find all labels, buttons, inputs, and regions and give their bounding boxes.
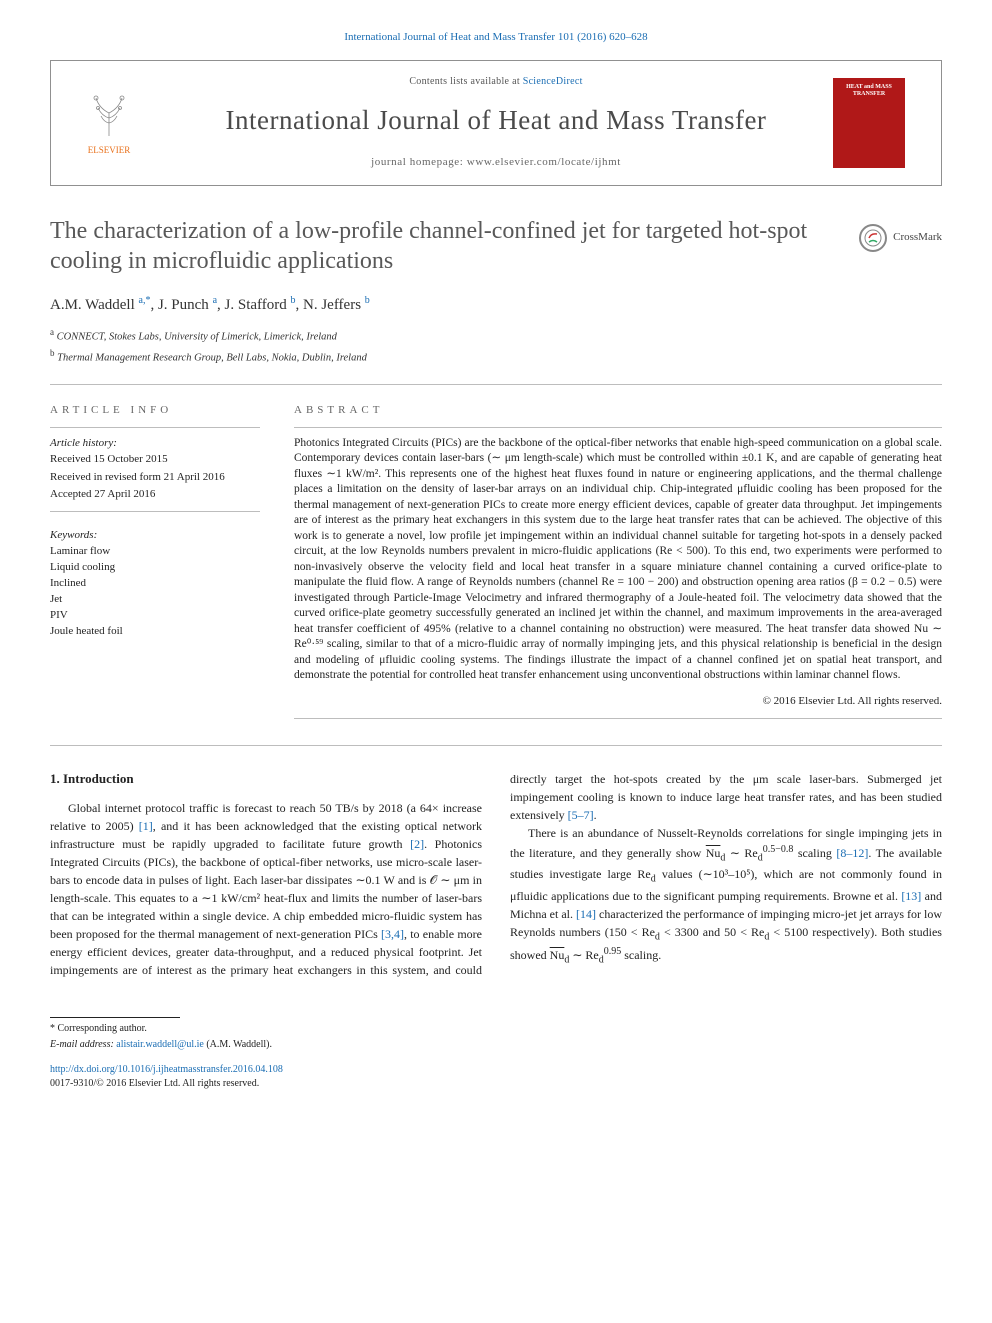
- crossmark-label: CrossMark: [893, 230, 942, 246]
- corresponding-note: * Corresponding author.: [50, 1022, 942, 1037]
- affiliation: a CONNECT, Stokes Labs, University of Li…: [50, 326, 942, 345]
- intro-para-2: There is an abundance of Nusselt-Reynold…: [510, 824, 942, 968]
- journal-cover-thumb: HEAT and MASS TRANSFER: [833, 78, 905, 168]
- divider: [294, 718, 942, 719]
- authors: A.M. Waddell a,*, J. Punch a, J. Staffor…: [50, 294, 942, 317]
- email-label: E-mail address:: [50, 1039, 116, 1050]
- meta-abstract-row: ARTICLE INFO Article history: Received 1…: [50, 403, 942, 727]
- divider: [294, 427, 942, 428]
- keyword: Laminar flow: [50, 544, 260, 560]
- section-heading: 1. Introduction: [50, 770, 482, 789]
- history-item: Received in revised form 21 April 2016: [50, 470, 260, 486]
- publisher-logo: ELSEVIER: [69, 83, 149, 163]
- keyword: Liquid cooling: [50, 560, 260, 576]
- copyright: © 2016 Elsevier Ltd. All rights reserved…: [294, 694, 942, 710]
- affil-sup: b: [50, 348, 55, 358]
- history-item: Received 15 October 2015: [50, 452, 260, 468]
- keyword: PIV: [50, 608, 260, 624]
- issn-line: 0017-9310/© 2016 Elsevier Ltd. All right…: [50, 1078, 259, 1089]
- email-author: (A.M. Waddell).: [204, 1039, 272, 1050]
- crossmark-icon: [859, 224, 887, 252]
- abstract-heading: ABSTRACT: [294, 403, 942, 419]
- affiliations: a CONNECT, Stokes Labs, University of Li…: [50, 326, 942, 365]
- affil-text: CONNECT, Stokes Labs, University of Lime…: [57, 332, 337, 343]
- journal-header-box: ELSEVIER Contents lists available at Sci…: [50, 60, 942, 186]
- affil-text: Thermal Management Research Group, Bell …: [57, 352, 367, 363]
- email-line: E-mail address: alistair.waddell@ul.ie (…: [50, 1038, 942, 1053]
- cover-title: HEAT and MASS TRANSFER: [837, 84, 901, 98]
- keyword: Inclined: [50, 576, 260, 592]
- article-info-heading: ARTICLE INFO: [50, 403, 260, 419]
- history-head: Article history:: [50, 436, 260, 452]
- history-item: Accepted 27 April 2016: [50, 487, 260, 503]
- doi-link[interactable]: http://dx.doi.org/10.1016/j.ijheatmasstr…: [50, 1064, 283, 1075]
- journal-name: International Journal of Heat and Mass T…: [171, 101, 821, 140]
- homepage-url[interactable]: www.elsevier.com/locate/ijhmt: [467, 156, 621, 168]
- divider: [50, 511, 260, 512]
- journal-homepage: journal homepage: www.elsevier.com/locat…: [171, 155, 821, 171]
- keyword: Joule heated foil: [50, 624, 260, 640]
- header-center: Contents lists available at ScienceDirec…: [171, 75, 821, 171]
- article-info: ARTICLE INFO Article history: Received 1…: [50, 403, 260, 727]
- divider: [50, 384, 942, 385]
- abstract: ABSTRACT Photonics Integrated Circuits (…: [294, 403, 942, 727]
- abstract-text: Photonics Integrated Circuits (PICs) are…: [294, 436, 942, 684]
- body-columns: 1. Introduction Global internet protocol…: [50, 770, 942, 979]
- keywords-head: Keywords:: [50, 528, 260, 544]
- title-row: The characterization of a low-profile ch…: [50, 216, 942, 276]
- affiliation: b Thermal Management Research Group, Bel…: [50, 347, 942, 366]
- footnote-rule: [50, 1017, 180, 1018]
- contents-line: Contents lists available at ScienceDirec…: [171, 75, 821, 90]
- running-head: International Journal of Heat and Mass T…: [50, 30, 942, 46]
- crossmark-widget[interactable]: CrossMark: [859, 224, 942, 252]
- email-link[interactable]: alistair.waddell@ul.ie: [116, 1039, 204, 1050]
- divider: [50, 745, 942, 746]
- keyword: Jet: [50, 592, 260, 608]
- elsevier-tree-icon: [84, 88, 134, 144]
- divider: [50, 427, 260, 428]
- sciencedirect-link[interactable]: ScienceDirect: [523, 76, 583, 87]
- publisher-logo-text: ELSEVIER: [88, 144, 131, 157]
- article-title: The characterization of a low-profile ch…: [50, 216, 942, 276]
- footer: * Corresponding author. E-mail address: …: [50, 1017, 942, 1092]
- affil-sup: a: [50, 327, 54, 337]
- doi-row: http://dx.doi.org/10.1016/j.ijheatmasstr…: [50, 1063, 942, 1092]
- contents-prefix: Contents lists available at: [409, 76, 522, 87]
- homepage-prefix: journal homepage:: [371, 156, 467, 168]
